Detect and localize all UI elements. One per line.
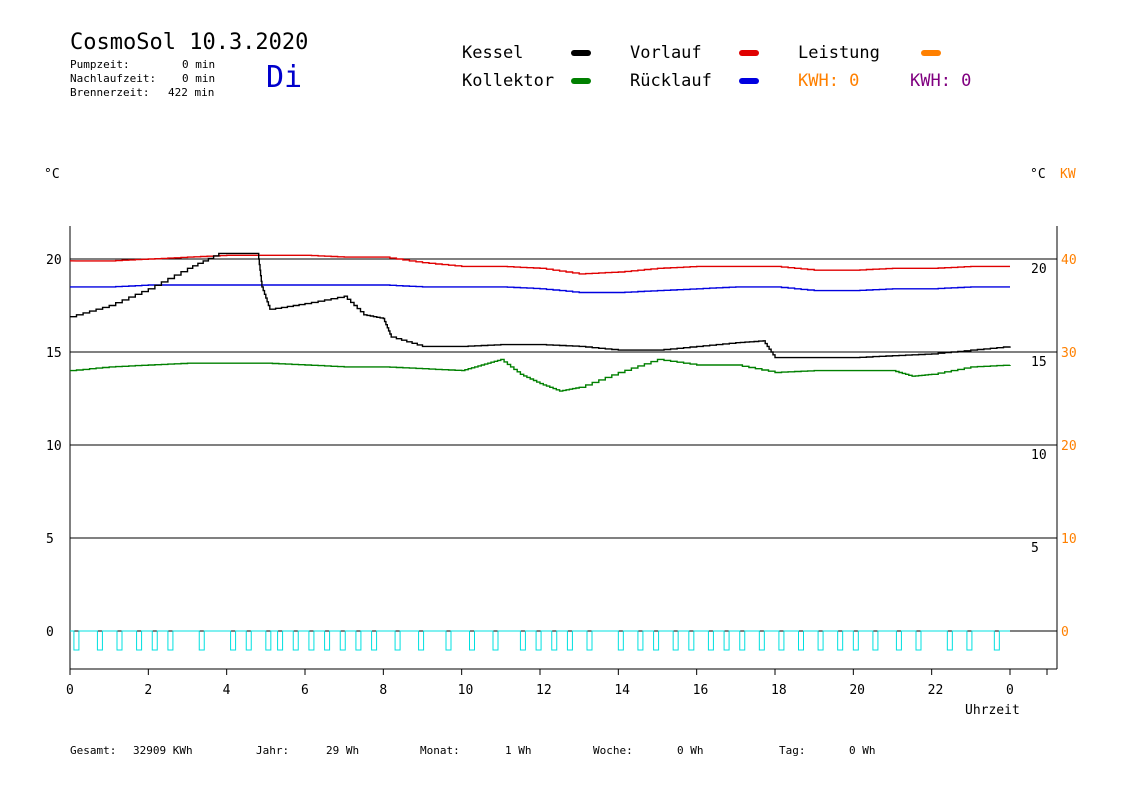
x-tick-label-7: 14 xyxy=(614,683,630,698)
brennerzeit-value: 422 min xyxy=(168,86,215,99)
pump-pulse-line xyxy=(70,630,1010,651)
brennerzeit-label: Brennerzeit: xyxy=(70,86,150,99)
footer-tag-value: 0 Wh xyxy=(849,744,876,757)
right-axis-unit: °C xyxy=(1030,167,1046,182)
legend-vorlauf-label: Vorlauf xyxy=(630,43,702,63)
series-line-kollektor xyxy=(70,358,1011,392)
kwh-purple-label: KWH: 0 xyxy=(910,71,972,91)
footer-gesamt-label: Gesamt: xyxy=(70,744,117,757)
footer-jahr-label: Jahr: xyxy=(256,744,290,757)
y-tick-right-kw-0: 0 xyxy=(1061,625,1069,640)
right-axis-kw-unit: KW xyxy=(1060,167,1076,182)
y-tick-left-0: 0 xyxy=(46,625,54,640)
x-tick-label-10: 20 xyxy=(849,683,865,698)
kwh-orange-label: KWH: 0 xyxy=(798,71,860,91)
x-tick-label-1: 2 xyxy=(144,683,152,698)
x-tick-label-4: 8 xyxy=(379,683,387,698)
x-tick-label-11: 22 xyxy=(928,683,944,698)
legend-kessel-label: Kessel xyxy=(462,43,524,63)
footer-woche-value: 0 Wh xyxy=(677,744,704,757)
pumpzeit-label: Pumpzeit: xyxy=(70,58,130,71)
x-tick-label-3: 6 xyxy=(301,683,309,698)
y-tick-right-temp-20: 20 xyxy=(1031,262,1047,277)
weekday-label: Di xyxy=(266,60,303,95)
pumpzeit-value: 0 min xyxy=(182,58,216,71)
footer-gesamt-value: 32909 KWh xyxy=(133,744,193,757)
legend-ruecklauf-swatch xyxy=(739,78,759,84)
legend-leistung-swatch xyxy=(921,50,941,56)
chart-title: CosmoSol 10.3.2020 xyxy=(70,30,309,55)
y-tick-left-20: 20 xyxy=(46,253,62,268)
y-tick-left-15: 15 xyxy=(46,346,62,361)
footer-woche-label: Woche: xyxy=(593,744,633,757)
nachlaufzeit-label: Nachlaufzeit: xyxy=(70,72,157,85)
y-tick-right-kw-10: 10 xyxy=(1061,532,1077,547)
legend-kollektor-swatch xyxy=(571,78,591,84)
series-line-ruecklauf xyxy=(70,284,1010,294)
x-tick-label-6: 12 xyxy=(536,683,552,698)
footer-tag-label: Tag: xyxy=(779,744,806,757)
nachlaufzeit-value: 0 min xyxy=(182,72,216,85)
footer-jahr-value: 29 Wh xyxy=(326,744,360,757)
y-tick-right-temp-10: 10 xyxy=(1031,448,1047,463)
y-tick-left-10: 10 xyxy=(46,439,62,454)
temperature-chart: °C °C KW 0 5 10 15 20 5 10 15 20 0 10 20 30 40 0 2 4 6 8 10… xyxy=(44,167,1077,718)
legend-ruecklauf-label: Rücklauf xyxy=(630,71,712,91)
x-tick-label-8: 16 xyxy=(693,683,709,698)
footer-monat-label: Monat: xyxy=(420,744,460,757)
footer-monat-value: 1 Wh xyxy=(505,744,532,757)
y-tick-right-kw-40: 40 xyxy=(1061,253,1077,268)
legend-kollektor-label: Kollektor xyxy=(462,71,555,91)
y-tick-right-temp-5: 5 xyxy=(1031,541,1039,556)
legend-leistung-label: Leistung xyxy=(798,43,880,63)
y-tick-right-temp-15: 15 xyxy=(1031,355,1047,370)
x-tick-label-12: 0 xyxy=(1006,683,1014,698)
x-tick-label-2: 4 xyxy=(223,683,231,698)
x-tick-label-9: 18 xyxy=(771,683,787,698)
x-tick-label-5: 10 xyxy=(458,683,474,698)
y-tick-right-kw-30: 30 xyxy=(1061,346,1077,361)
series-line-kessel xyxy=(69,252,1011,359)
x-tick-label-0: 0 xyxy=(66,683,74,698)
y-tick-right-kw-20: 20 xyxy=(1061,439,1077,454)
left-axis-unit: °C xyxy=(44,167,60,182)
legend-kessel-swatch xyxy=(571,50,591,56)
legend-vorlauf-swatch xyxy=(739,50,759,56)
x-axis-label: Uhrzeit xyxy=(965,703,1020,718)
y-tick-left-5: 5 xyxy=(46,532,54,547)
